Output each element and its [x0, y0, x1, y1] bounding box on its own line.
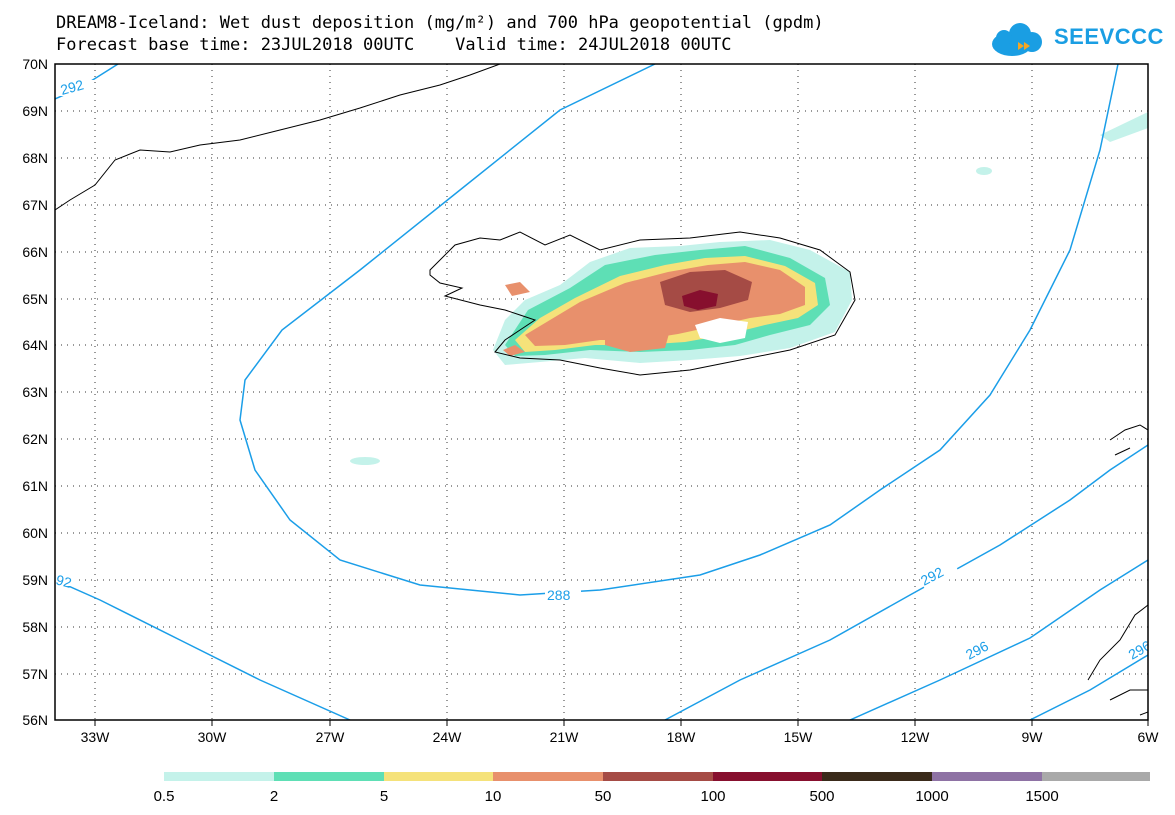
- map-title: DREAM8-Iceland: Wet dust deposition (mg/…: [56, 13, 824, 33]
- lat-label: 61N: [22, 478, 48, 494]
- contour-line: [239, 64, 1119, 596]
- longitude-ticks: [94, 720, 1149, 726]
- lon-label: 27W: [316, 729, 346, 745]
- logo-text: SEEVCCC: [1054, 24, 1164, 49]
- color-legend: 0.5 2 5 10 50 100 500 1000 1500: [154, 772, 1150, 805]
- lat-label: 67N: [22, 197, 48, 213]
- dust-patch: [976, 167, 992, 175]
- contour-label: 292: [59, 76, 86, 98]
- contour-label: 288: [547, 587, 571, 603]
- legend-label: 1000: [915, 788, 948, 805]
- graticule: [55, 64, 1148, 720]
- coastlines: [55, 64, 1148, 716]
- longitude-labels: 33W 30W 27W 24W 21W 18W 15W 12W 9W 6W: [81, 729, 1160, 745]
- legend-label: 50: [595, 788, 612, 805]
- contour-label: 92: [54, 571, 73, 591]
- lat-label: 62N: [22, 431, 48, 447]
- latitude-labels: 70N 69N 68N 67N 66N 65N 64N 63N 62N 61N …: [22, 56, 48, 728]
- legend-label: 2: [270, 788, 278, 805]
- cloud-logo-icon: [992, 23, 1042, 56]
- legend-label: 5: [380, 788, 388, 805]
- lat-label: 70N: [22, 56, 48, 72]
- lon-label: 33W: [81, 729, 111, 745]
- contour-line: [1029, 654, 1148, 720]
- contour-label: 296: [1126, 637, 1154, 663]
- lon-label: 21W: [550, 729, 580, 745]
- legend-label: 0.5: [154, 788, 175, 805]
- legend-swatch: [274, 772, 384, 781]
- legend-swatch: [713, 772, 822, 781]
- lon-label: 9W: [1022, 729, 1044, 745]
- lat-label: 66N: [22, 244, 48, 260]
- lat-label: 56N: [22, 712, 48, 728]
- lat-label: 57N: [22, 666, 48, 682]
- lon-label: 30W: [198, 729, 228, 745]
- legend-swatch: [493, 772, 603, 781]
- lat-label: 68N: [22, 150, 48, 166]
- lon-label: 15W: [784, 729, 814, 745]
- legend-swatch: [384, 772, 493, 781]
- lon-label: 12W: [901, 729, 931, 745]
- legend-swatch: [822, 772, 932, 781]
- lon-label: 6W: [1138, 729, 1160, 745]
- legend-label: 100: [700, 788, 725, 805]
- lat-label: 60N: [22, 525, 48, 541]
- legend-swatch: [932, 772, 1042, 781]
- lat-label: 69N: [22, 103, 48, 119]
- plot-frame: [54, 63, 1149, 721]
- lon-label: 18W: [667, 729, 697, 745]
- dust-patch: [350, 457, 380, 465]
- contour-labels: 292 288 292 296 92 296: [54, 76, 1154, 664]
- legend-label: 500: [809, 788, 834, 805]
- lat-label: 63N: [22, 384, 48, 400]
- lat-label: 65N: [22, 291, 48, 307]
- legend-label: 1500: [1025, 788, 1058, 805]
- iceland-dust-field: [493, 240, 852, 365]
- legend-swatch: [1042, 772, 1150, 781]
- legend-swatch: [603, 772, 713, 781]
- contour-line: [849, 559, 1148, 720]
- forecast-times: Forecast base time: 23JUL2018 00UTC Vali…: [56, 35, 732, 55]
- legend-label: 10: [485, 788, 502, 805]
- lon-label: 24W: [433, 729, 463, 745]
- lat-label: 64N: [22, 337, 48, 353]
- legend-swatch: [164, 772, 274, 781]
- lat-label: 58N: [22, 619, 48, 635]
- dust-patch: [1100, 112, 1148, 142]
- contour-line: [55, 579, 351, 720]
- lat-label: 59N: [22, 572, 48, 588]
